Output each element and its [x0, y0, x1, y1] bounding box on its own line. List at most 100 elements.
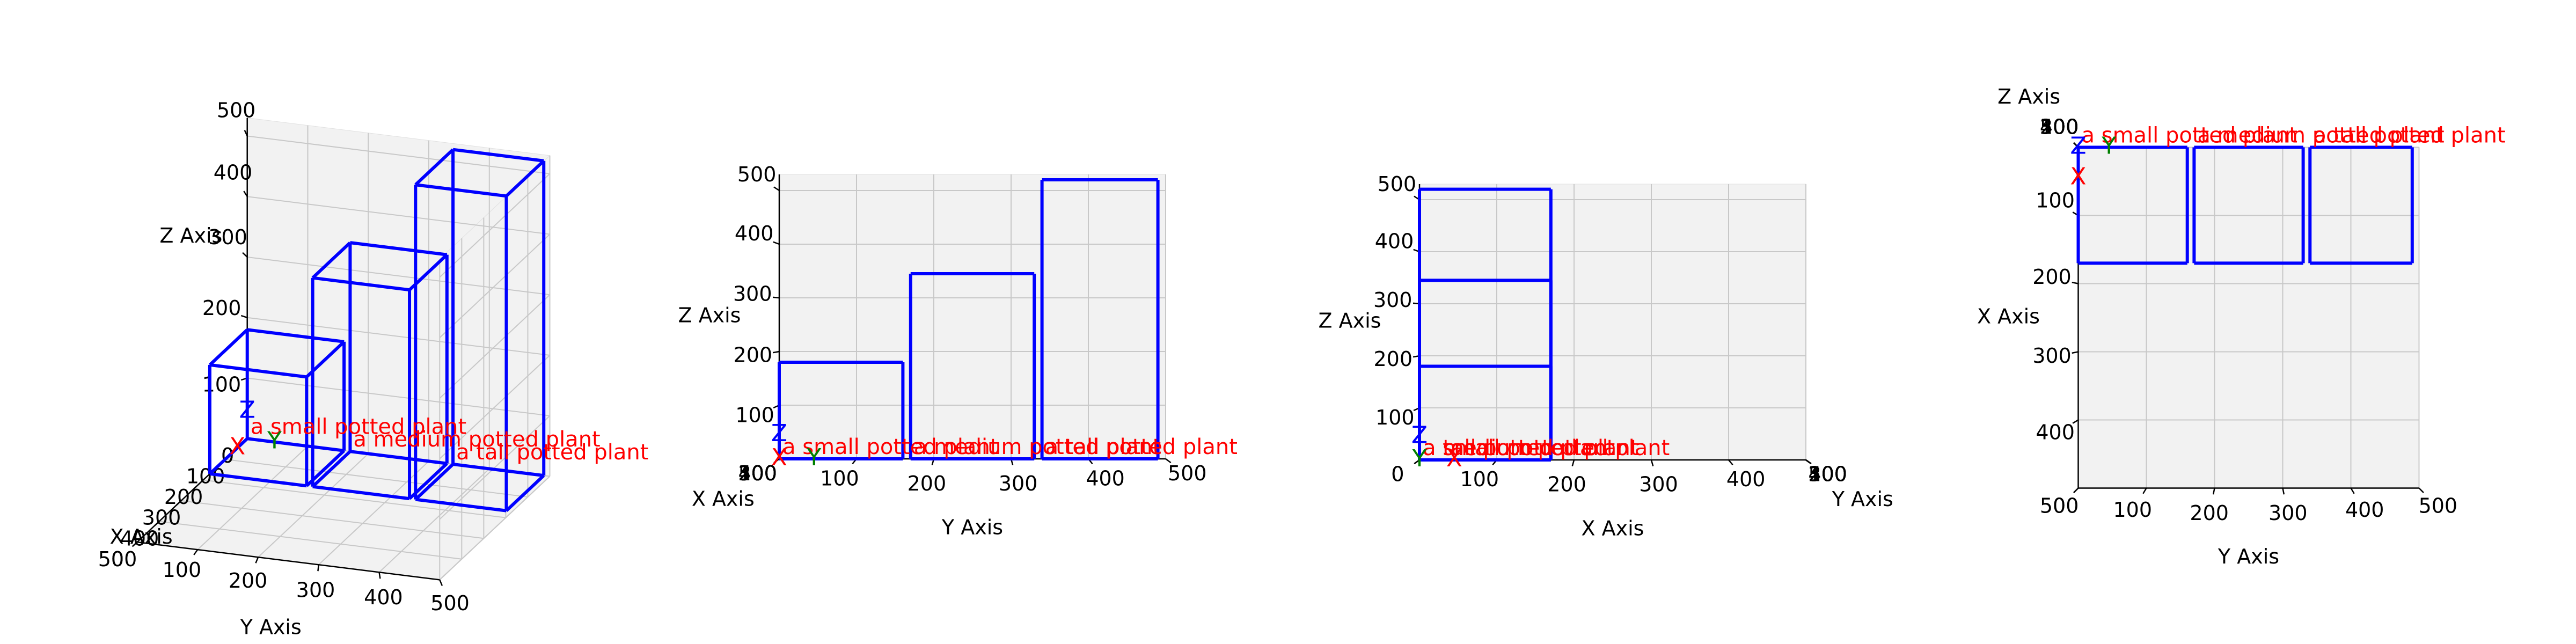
tick-label: 200: [202, 296, 241, 320]
tick-mark: [1571, 459, 1575, 466]
grid-line: [247, 377, 550, 416]
tick-label: 0: [1821, 463, 1834, 486]
tick-label: 300: [1639, 473, 1678, 496]
tick-mark: [255, 557, 259, 564]
grid-line: [181, 500, 484, 539]
tick-mark: [378, 572, 381, 579]
object-label: a small potted plant: [2082, 123, 2297, 148]
object-label: a medium potted plant: [2197, 123, 2444, 148]
tick-label: 400: [2345, 498, 2384, 522]
frame-label: Z: [1411, 421, 1428, 449]
tick-mark: [193, 549, 199, 555]
tick-mark: [175, 500, 182, 506]
tick-label: 400: [1726, 467, 1766, 491]
tick-label: 100: [202, 373, 241, 397]
tick-label: 200: [1808, 463, 1847, 486]
tick-label: 100: [2036, 188, 2075, 212]
object-label: a tall potted plant: [456, 440, 648, 465]
tick-label: 400: [1808, 463, 1847, 486]
tick-label: 0: [111, 547, 124, 571]
tick-mark: [2282, 488, 2285, 495]
tick-mark: [2073, 142, 2079, 148]
object-box: [1040, 178, 1160, 460]
grid-line: [439, 355, 551, 459]
tick-mark: [1650, 459, 1654, 466]
tick-mark: [439, 579, 443, 586]
axis-label: Y Axis: [1832, 487, 1893, 511]
tick-mark: [2072, 281, 2079, 284]
frame-label: Z: [239, 397, 255, 424]
tick-label: 0: [2053, 115, 2066, 139]
tick-label: 200: [908, 472, 947, 495]
tick-mark: [773, 458, 780, 464]
grid-line: [203, 479, 506, 518]
grid-line: [258, 453, 369, 558]
tick-label: 300: [2032, 344, 2072, 368]
tick-mark: [1414, 459, 1420, 465]
tick-label: 500: [737, 163, 777, 186]
object-box: [778, 361, 905, 460]
axis-label: X Axis: [1977, 305, 2040, 328]
tick-label: 300: [2268, 501, 2308, 525]
tick-mark: [240, 314, 248, 318]
tick-label: 200: [1547, 473, 1586, 496]
tick-label: 200: [229, 569, 268, 592]
tick-mark: [772, 350, 780, 354]
tick-label: 0: [1391, 463, 1404, 486]
tick-label: 500: [217, 98, 256, 122]
tick-label: 300: [296, 578, 335, 602]
tick-label: 500: [430, 591, 470, 615]
grid-line: [247, 135, 550, 174]
axis-label: Y Axis: [941, 516, 1003, 539]
tick-label: 400: [2040, 115, 2079, 139]
tick-label: 100: [163, 558, 202, 582]
tick-mark: [243, 191, 248, 197]
tick-label: 100: [1460, 467, 1499, 491]
tick-label: 0: [2053, 494, 2066, 517]
tick-label: 0: [751, 462, 764, 485]
grid-line: [247, 317, 550, 356]
object-label: a small potted plant: [251, 414, 466, 439]
tick-mark: [1165, 458, 1172, 464]
object-label: a medium potted plant: [1423, 436, 1670, 460]
tick-mark: [242, 252, 248, 258]
pane: [2078, 147, 2419, 488]
tick-label: 500: [2040, 115, 2079, 139]
grid-line: [439, 294, 551, 399]
grid-line: [439, 415, 551, 520]
tick-label: 100: [1808, 463, 1847, 486]
grid-line: [378, 468, 490, 573]
tick-label: 400: [735, 222, 774, 245]
tick-label: 400: [120, 526, 159, 550]
tick-label: 100: [738, 462, 777, 485]
tick-label: 400: [1086, 466, 1125, 490]
tick-label: 200: [734, 343, 773, 367]
frame-label: Y: [806, 444, 821, 471]
tick-label: 400: [738, 462, 777, 485]
axis-label: X Axis: [1582, 517, 1644, 540]
frame-label: Y: [267, 427, 282, 455]
grid-line: [439, 233, 551, 339]
tick-mark: [2072, 351, 2079, 354]
frame-label: X: [2070, 163, 2086, 191]
tick-label: 200: [164, 485, 203, 509]
object-label: a medium potted plant: [914, 435, 1161, 459]
tick-label: 300: [1808, 463, 1847, 486]
tick-mark: [772, 296, 780, 299]
object-box: [2308, 145, 2414, 265]
axis-line: [137, 541, 440, 581]
tick-mark: [773, 186, 780, 192]
tick-label: 100: [735, 403, 774, 427]
frame-label: Y: [2101, 133, 2116, 160]
frame-label: Z: [2070, 133, 2086, 160]
tick-label: 500: [1808, 463, 1847, 486]
tick-label: 200: [2032, 265, 2072, 289]
object-label: a tall potted plant: [1045, 435, 1238, 459]
frame-label: Z: [771, 420, 787, 447]
tick-label: 500: [738, 462, 777, 485]
object-label: a medium potted plant: [353, 427, 600, 452]
tick-label: 0: [751, 462, 764, 485]
object-label: a small potted plant: [1423, 436, 1638, 460]
object-box: [2076, 145, 2189, 265]
